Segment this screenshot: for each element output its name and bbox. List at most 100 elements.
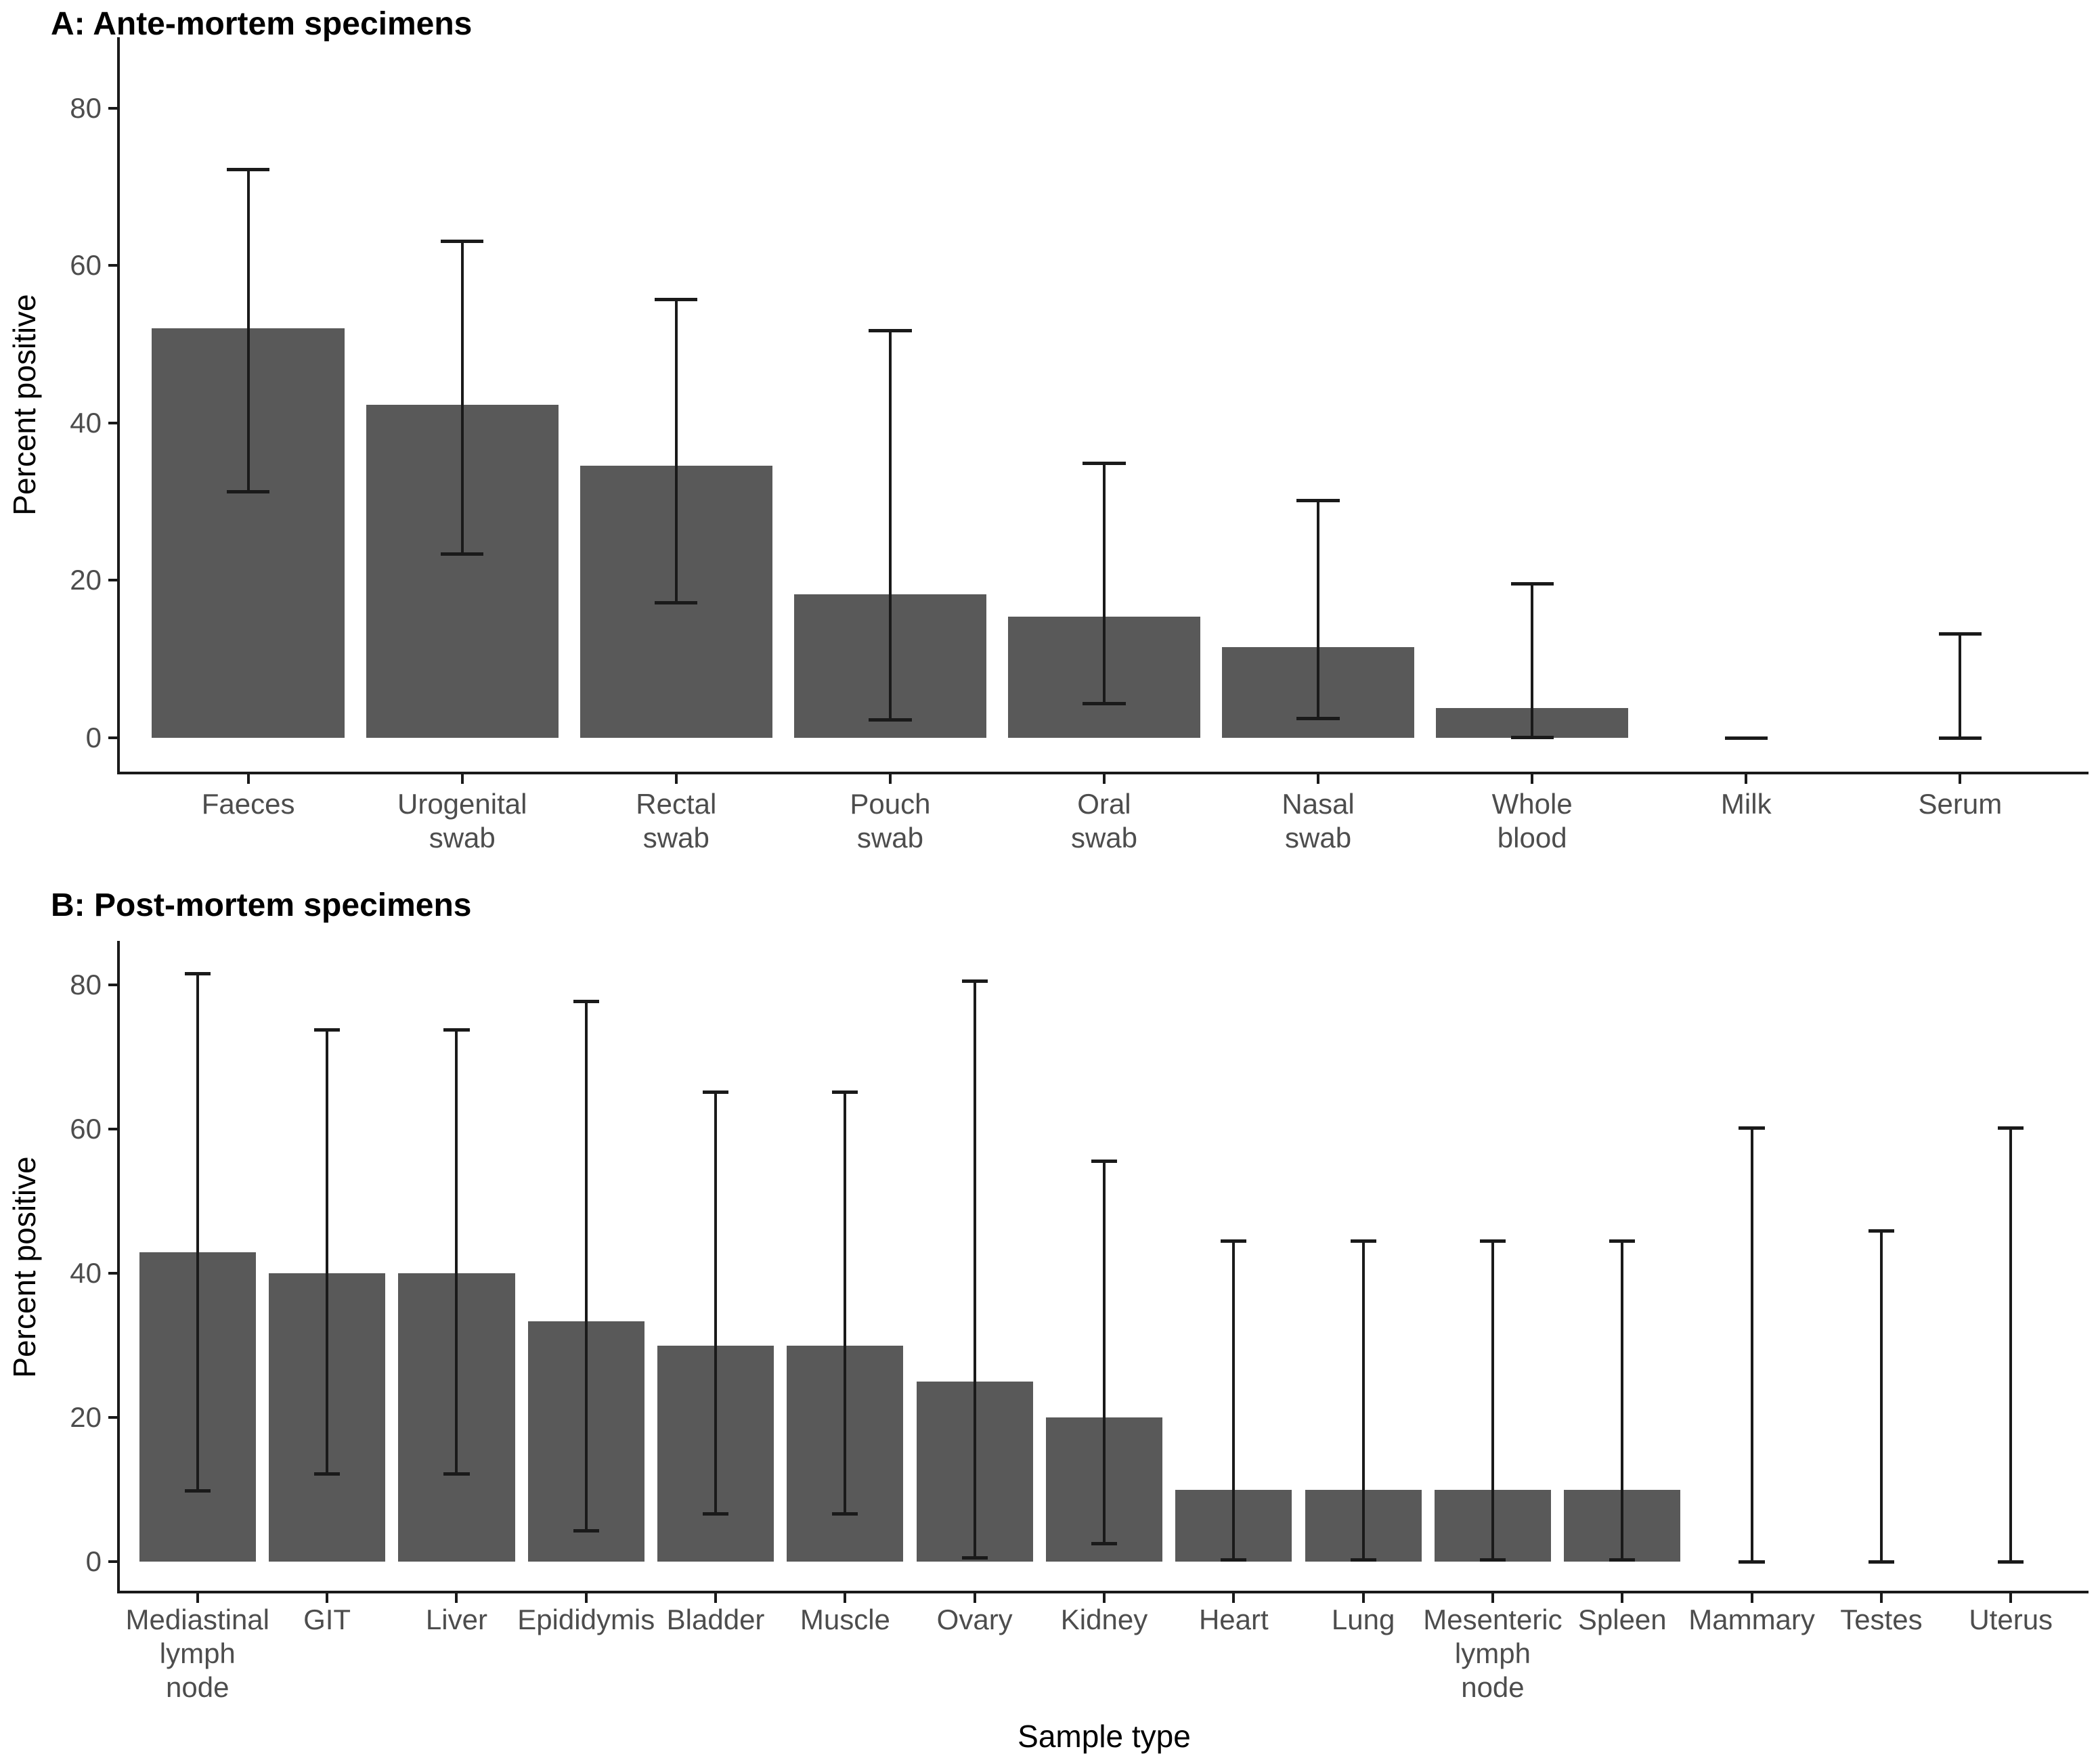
x-tick-mark: [674, 774, 678, 784]
category-label: Spleen: [1512, 1603, 1732, 1637]
error-bar-stem: [584, 1001, 588, 1531]
y-tick-mark: [108, 106, 117, 110]
y-tick-mark: [108, 1128, 117, 1130]
error-bar-cap-top: [1609, 1239, 1636, 1243]
error-bar-stem: [1531, 583, 1534, 737]
error-bar-cap-top: [1938, 632, 1982, 636]
y-tick-label: 20: [70, 1401, 102, 1433]
panel-a-title: A: Ante-mortem specimens: [51, 6, 473, 42]
error-bar-stem: [1317, 500, 1320, 718]
error-bar-cap-top: [1296, 498, 1340, 502]
error-bar-stem: [1879, 1231, 1883, 1562]
y-tick-label: 40: [70, 1257, 102, 1289]
category-label-line: Mammary: [1688, 1604, 1815, 1635]
error-bar-cap-top: [655, 298, 698, 302]
category-label-line: GIT: [303, 1604, 351, 1635]
category-label-line: Kidney: [1060, 1604, 1148, 1635]
error-bar-cap-top: [1221, 1239, 1247, 1243]
y-tick-mark: [108, 264, 117, 267]
error-bar-cap-top: [1083, 462, 1126, 466]
error-bar-stem: [973, 980, 976, 1558]
error-bar-cap-top: [1868, 1229, 1894, 1233]
error-bar-stem: [1491, 1241, 1494, 1560]
category-label: Nasal swab: [1136, 787, 1500, 855]
category-label-line: Bladder: [666, 1604, 765, 1635]
error-bar-cap-bottom: [573, 1529, 599, 1533]
x-tick-mark: [246, 774, 250, 784]
error-bar-stem: [2009, 1127, 2013, 1562]
x-tick-mark: [460, 774, 464, 784]
panel-b-title: B: Post-mortem specimens: [51, 887, 472, 923]
error-bar-cap-top: [1350, 1239, 1376, 1243]
category-label: Kidney: [994, 1603, 1214, 1637]
error-bar-cap-top: [1510, 582, 1554, 586]
category-label: GIT: [217, 1603, 437, 1637]
error-bar-cap-bottom: [832, 1512, 858, 1516]
x-tick-mark: [1491, 1593, 1494, 1603]
category-label: Mammary: [1642, 1603, 1862, 1637]
x-tick-mark: [1103, 1593, 1106, 1603]
error-bar-cap-bottom: [1221, 1558, 1247, 1562]
category-label: Mediastinal lymph node: [87, 1603, 307, 1704]
error-bar-cap-bottom: [1868, 1560, 1894, 1564]
error-bar-cap-top: [1479, 1239, 1506, 1243]
y-tick-mark: [108, 421, 117, 424]
x-axis-title: Sample type: [1018, 1719, 1191, 1754]
error-bar-cap-bottom: [1083, 701, 1126, 705]
error-bar-cap-bottom: [1091, 1542, 1118, 1546]
x-tick-mark: [196, 1593, 199, 1603]
category-label-line: Serum: [1918, 788, 2003, 820]
x-tick-mark: [455, 1593, 458, 1603]
category-label: Uterus: [1901, 1603, 2098, 1637]
error-bar-stem: [246, 169, 250, 491]
category-label-line: swab: [856, 822, 923, 854]
error-bar-stem: [1750, 1127, 1753, 1562]
category-label-line: Whole: [1491, 788, 1573, 820]
x-tick-mark: [2009, 1593, 2013, 1603]
error-bar-cap-top: [441, 240, 484, 244]
error-bar-cap-top: [443, 1028, 470, 1032]
category-label: Ovary: [865, 1603, 1085, 1637]
error-bar-cap-bottom: [1609, 1558, 1636, 1562]
error-bar-cap-bottom: [1938, 736, 1982, 740]
category-label: Rectal swab: [494, 787, 858, 855]
category-label: Faeces: [66, 787, 430, 821]
error-bar-stem: [1103, 1160, 1106, 1544]
error-bar-stem: [455, 1030, 458, 1474]
error-bar-cap-bottom: [655, 600, 698, 604]
x-tick-mark: [1317, 774, 1320, 784]
error-bar-cap-bottom: [1724, 736, 1768, 740]
error-bar-stem: [460, 241, 464, 554]
error-bar-stem: [714, 1091, 718, 1514]
error-bar-cap-top: [1739, 1126, 1765, 1130]
x-tick-mark: [1232, 1593, 1236, 1603]
error-bar-cap-top: [184, 971, 211, 975]
error-bar-stem: [326, 1030, 329, 1474]
y-tick-mark: [108, 579, 117, 582]
category-label: Pouch swab: [708, 787, 1072, 855]
category-label-line: Milk: [1720, 788, 1772, 820]
error-bar-cap-bottom: [441, 552, 484, 556]
error-bar-stem: [844, 1091, 847, 1514]
error-bar-stem: [1232, 1241, 1236, 1560]
category-label: Mesenteric lymph node: [1382, 1603, 1602, 1704]
category-label: Muscle: [735, 1603, 955, 1637]
category-label-line: swab: [429, 822, 496, 854]
category-label-line: lymph: [1454, 1637, 1531, 1669]
category-label-line: blood: [1497, 822, 1567, 854]
error-bar-cap-bottom: [1479, 1558, 1506, 1562]
category-label: Heart: [1124, 1603, 1344, 1637]
y-tick-label: 40: [70, 406, 102, 439]
y-axis-line: [117, 941, 120, 1593]
y-tick-label: 0: [85, 722, 102, 753]
y-axis-line: [117, 37, 120, 774]
category-label: Serum: [1778, 787, 2098, 821]
category-label-line: Pouch: [850, 788, 931, 820]
category-label-line: node: [1461, 1671, 1525, 1703]
error-bar-cap-bottom: [1296, 716, 1340, 720]
category-label-line: Lung: [1331, 1604, 1395, 1635]
x-tick-mark: [1103, 774, 1106, 784]
category-label-line: Urogenital: [397, 788, 527, 820]
error-bar-cap-top: [702, 1090, 729, 1094]
